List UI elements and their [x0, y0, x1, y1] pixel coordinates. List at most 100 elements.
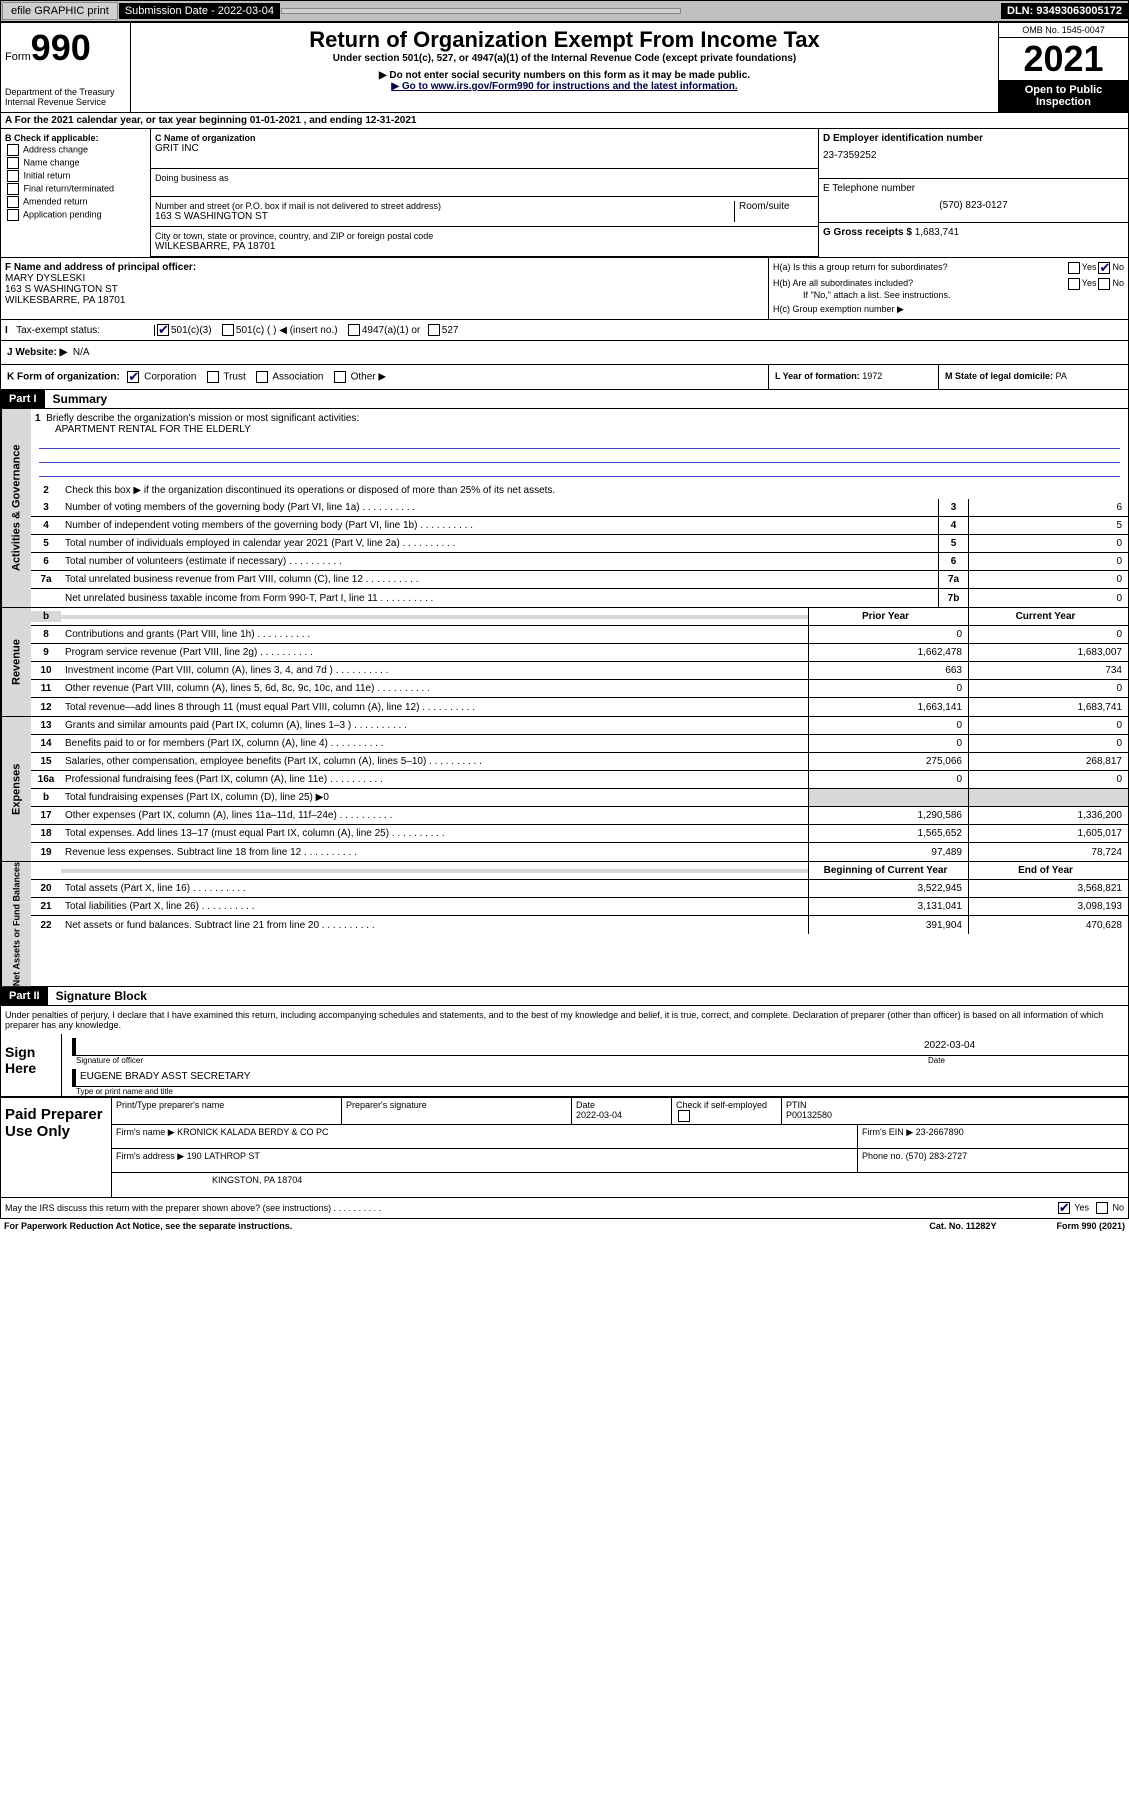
- box-f: F Name and address of principal officer:…: [1, 258, 768, 319]
- table-row: 7aTotal unrelated business revenue from …: [31, 571, 1128, 589]
- tax-status-row: I Tax-exempt status: 501(c)(3) 501(c) ( …: [0, 320, 1129, 341]
- sig-date: 2022-03-04: [924, 1040, 1124, 1053]
- section-revenue: Revenue b Prior Year Current Year 8Contr…: [0, 608, 1129, 717]
- dept-treasury: Department of the Treasury: [5, 87, 126, 97]
- website-value: N/A: [73, 347, 90, 358]
- side-expenses: Expenses: [1, 717, 31, 861]
- table-row: 6Total number of volunteers (estimate if…: [31, 553, 1128, 571]
- footer: For Paperwork Reduction Act Notice, see …: [0, 1219, 1129, 1233]
- table-row: Net unrelated business taxable income fr…: [31, 589, 1128, 607]
- officer-street: 163 S WASHINGTON ST: [5, 284, 764, 295]
- paperwork-notice: For Paperwork Reduction Act Notice, see …: [4, 1221, 292, 1231]
- cb-address-change[interactable]: Address change: [5, 144, 146, 156]
- cb-initial-return[interactable]: Initial return: [5, 170, 146, 182]
- side-revenue: Revenue: [1, 608, 31, 716]
- box-h: H(a) Is this a group return for subordin…: [768, 258, 1128, 319]
- sign-here-label: Sign Here: [1, 1034, 61, 1096]
- org-name: GRIT INC: [155, 143, 814, 154]
- open-public: Open to Public Inspection: [999, 80, 1128, 112]
- cb-corp[interactable]: [127, 371, 139, 383]
- cb-discuss-no[interactable]: [1096, 1202, 1108, 1214]
- discuss-row: May the IRS discuss this return with the…: [0, 1198, 1129, 1219]
- paid-preparer-label: Paid Preparer Use Only: [1, 1098, 111, 1197]
- tax-year: 2021: [999, 38, 1128, 80]
- form-header: Form990 Department of the Treasury Inter…: [0, 22, 1129, 113]
- mission-box: 1 Briefly describe the organization's mi…: [31, 409, 1128, 481]
- cb-final-return[interactable]: Final return/terminated: [5, 183, 146, 195]
- table-row: 17Other expenses (Part IX, column (A), l…: [31, 807, 1128, 825]
- box-b: B Check if applicable: Address change Na…: [1, 129, 151, 257]
- cb-trust[interactable]: [207, 371, 219, 383]
- fh-row: F Name and address of principal officer:…: [0, 258, 1129, 320]
- part1-header: Part I Summary: [0, 390, 1129, 409]
- cb-501c[interactable]: [222, 324, 234, 336]
- phone-box: E Telephone number (570) 823-0127: [819, 179, 1128, 223]
- omb-number: OMB No. 1545-0047: [999, 23, 1128, 38]
- mission-text: APARTMENT RENTAL FOR THE ELDERLY: [35, 424, 1124, 435]
- dba-box: Doing business as: [151, 169, 818, 197]
- efile-print-button[interactable]: efile GRAPHIC print: [2, 2, 118, 20]
- cb-527[interactable]: [428, 324, 440, 336]
- cb-4947[interactable]: [348, 324, 360, 336]
- table-row: 15Salaries, other compensation, employee…: [31, 753, 1128, 771]
- table-row: 21Total liabilities (Part X, line 26) 3,…: [31, 898, 1128, 916]
- form-subtitle: Under section 501(c), 527, or 4947(a)(1)…: [135, 53, 994, 64]
- cb-discuss-yes[interactable]: [1058, 1202, 1070, 1214]
- city-box: City or town, state or province, country…: [151, 227, 818, 256]
- officer-city: WILKESBARRE, PA 18701: [5, 295, 764, 306]
- firm-phone: Phone no. (570) 283-2727: [858, 1149, 1128, 1172]
- prep-sig-header: Preparer's signature: [342, 1098, 572, 1124]
- submission-date: Submission Date - 2022-03-04: [119, 3, 280, 19]
- blank-button[interactable]: [281, 8, 681, 14]
- firm-address: Firm's address ▶ 190 LATHROP ST: [112, 1149, 858, 1172]
- city-state-zip: WILKESBARRE, PA 18701: [155, 241, 814, 252]
- row-a-period: A For the 2021 calendar year, or tax yea…: [0, 113, 1129, 129]
- col-end-year: End of Year: [968, 862, 1128, 879]
- org-name-box: C Name of organization GRIT INC: [151, 129, 818, 169]
- firm-ein: Firm's EIN ▶ 23-2667890: [858, 1125, 1128, 1148]
- firm-address2: KINGSTON, PA 18704: [112, 1173, 1128, 1197]
- room-suite: Room/suite: [734, 201, 814, 222]
- cb-application-pending[interactable]: Application pending: [5, 209, 146, 221]
- cb-name-change[interactable]: Name change: [5, 157, 146, 169]
- officer-name-line: EUGENE BRADY ASST SECRETARY: [72, 1069, 1128, 1087]
- side-net: Net Assets or Fund Balances: [1, 862, 31, 986]
- col-prior-year: Prior Year: [808, 608, 968, 625]
- prep-date: Date2022-03-04: [572, 1098, 672, 1124]
- section-governance: Activities & Governance 1 Briefly descri…: [0, 409, 1129, 608]
- table-row: 11Other revenue (Part VIII, column (A), …: [31, 680, 1128, 698]
- top-bar: efile GRAPHIC print Submission Date - 20…: [0, 0, 1129, 22]
- street-box: Number and street (or P.O. box if mail i…: [151, 197, 818, 227]
- goto-link[interactable]: ▶ Go to www.irs.gov/Form990 for instruct…: [135, 81, 994, 92]
- officer-sig-line[interactable]: 2022-03-04: [72, 1038, 1128, 1056]
- phone-value: (570) 823-0127: [823, 200, 1124, 211]
- k-org-row: K Form of organization: Corporation Trus…: [0, 365, 1129, 390]
- table-row: 19Revenue less expenses. Subtract line 1…: [31, 843, 1128, 861]
- section-net-assets: Net Assets or Fund Balances Beginning of…: [0, 862, 1129, 987]
- table-row: bTotal fundraising expenses (Part IX, co…: [31, 789, 1128, 807]
- prep-ptin: PTINP00132580: [782, 1098, 1128, 1124]
- dln: DLN: 93493063005172: [1001, 3, 1128, 19]
- cb-assoc[interactable]: [256, 371, 268, 383]
- officer-name: MARY DYSLESKI: [5, 273, 764, 284]
- part2-header: Part II Signature Block: [0, 987, 1129, 1006]
- form-number: Form990: [5, 27, 126, 69]
- col-begin-year: Beginning of Current Year: [808, 862, 968, 879]
- state-domicile: M State of legal domicile: PA: [938, 365, 1128, 389]
- cb-501c3[interactable]: [157, 324, 169, 336]
- prep-self-emp[interactable]: Check if self-employed: [672, 1098, 782, 1124]
- cb-amended[interactable]: Amended return: [5, 196, 146, 208]
- year-formation: L Year of formation: 1972: [768, 365, 938, 389]
- info-grid: B Check if applicable: Address change Na…: [0, 129, 1129, 258]
- table-row: 13Grants and similar amounts paid (Part …: [31, 717, 1128, 735]
- table-row: 20Total assets (Part X, line 16) 3,522,9…: [31, 880, 1128, 898]
- form-ref: Form 990 (2021): [1056, 1221, 1125, 1231]
- table-row: 18Total expenses. Add lines 13–17 (must …: [31, 825, 1128, 843]
- form-title: Return of Organization Exempt From Incom…: [135, 27, 994, 53]
- prep-name-header: Print/Type preparer's name: [112, 1098, 342, 1124]
- preparer-block: Paid Preparer Use Only Print/Type prepar…: [0, 1097, 1129, 1198]
- cb-other[interactable]: [334, 371, 346, 383]
- website-row: J Website: ▶ N/A: [0, 341, 1129, 365]
- declaration-text: Under penalties of perjury, I declare th…: [1, 1006, 1128, 1034]
- irs-label: Internal Revenue Service: [5, 97, 126, 107]
